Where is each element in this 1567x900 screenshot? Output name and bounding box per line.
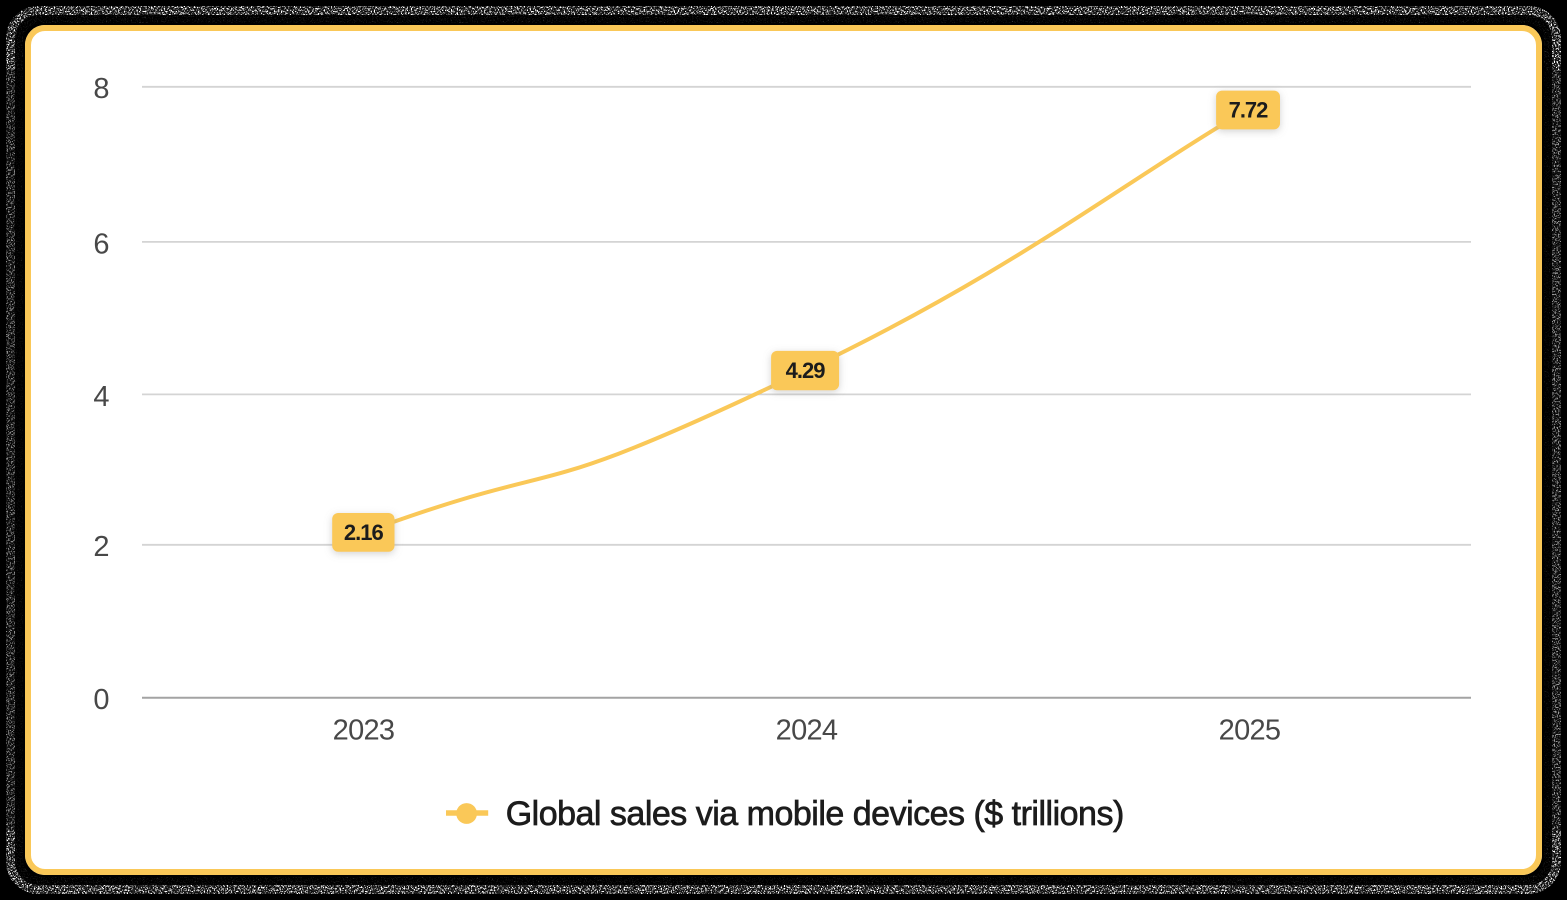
- svg-text:4: 4: [93, 381, 109, 413]
- svg-text:Global sales via mobile device: Global sales via mobile devices ($ trill…: [506, 795, 1124, 833]
- svg-text:2024: 2024: [776, 714, 838, 746]
- svg-text:4.29: 4.29: [786, 358, 826, 383]
- svg-text:6: 6: [93, 228, 109, 260]
- svg-text:2025: 2025: [1219, 714, 1281, 746]
- svg-text:2.16: 2.16: [344, 520, 384, 545]
- svg-text:0: 0: [93, 684, 109, 716]
- svg-text:7.72: 7.72: [1229, 98, 1269, 123]
- svg-text:2023: 2023: [333, 714, 395, 746]
- svg-text:2: 2: [93, 531, 109, 563]
- svg-text:8: 8: [93, 73, 109, 105]
